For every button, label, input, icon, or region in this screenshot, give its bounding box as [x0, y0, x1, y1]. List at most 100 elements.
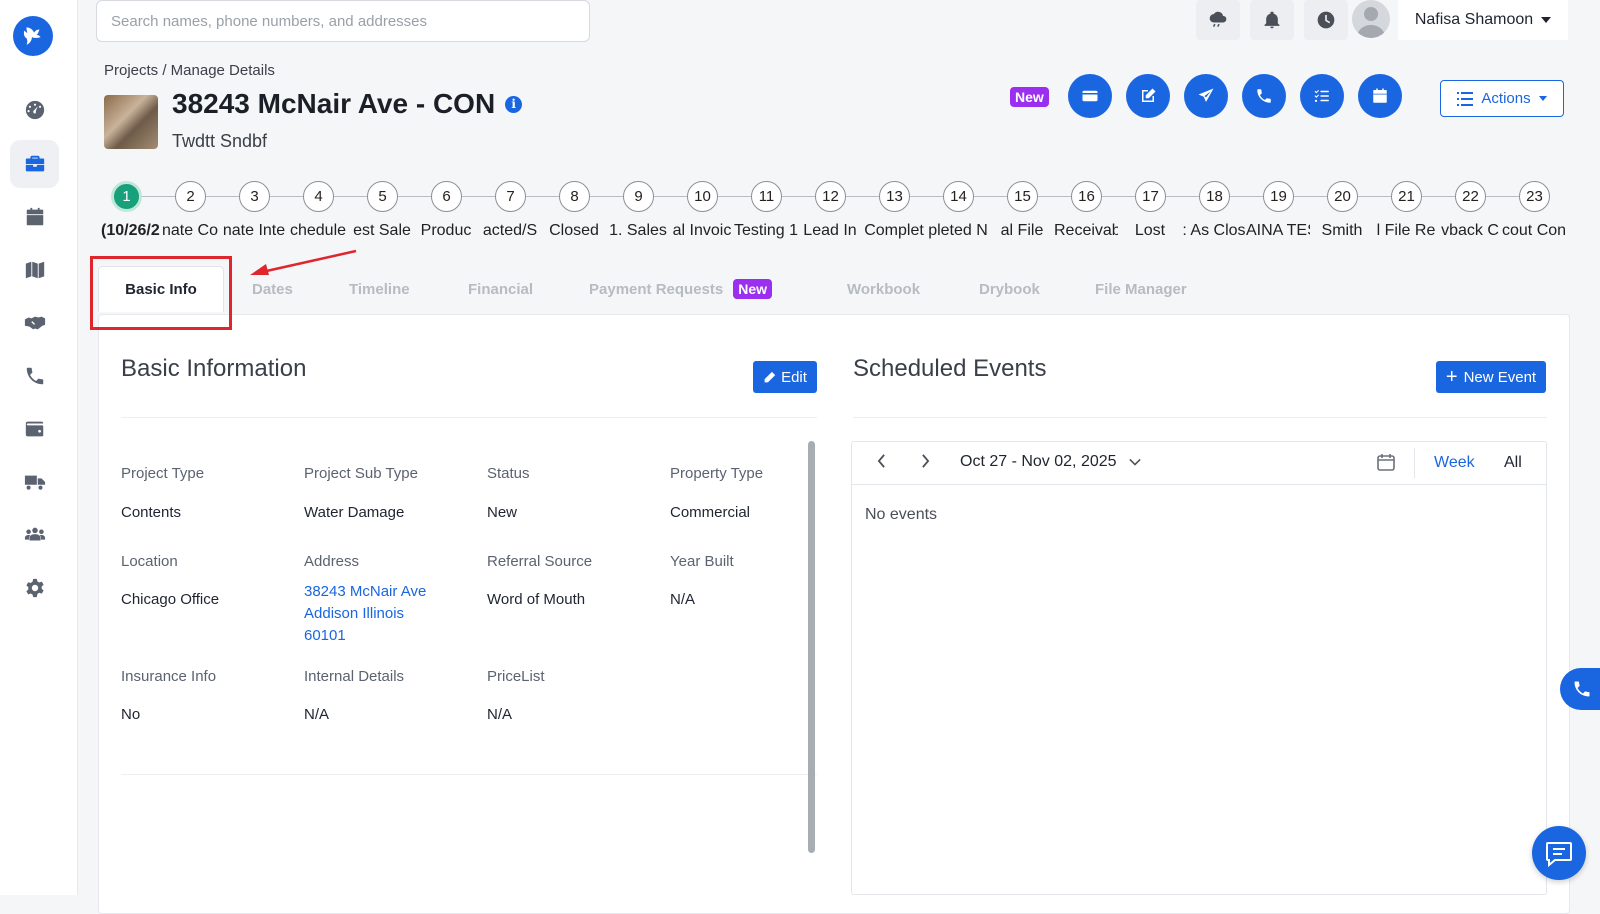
edit-square-icon	[1142, 88, 1156, 102]
stepper-step[interactable]: 20	[1327, 181, 1358, 212]
edit-label: Edit	[781, 368, 807, 386]
address-line-3: 60101	[304, 627, 346, 644]
nav-projects[interactable]	[10, 140, 59, 188]
stepper-step[interactable]: 3	[239, 181, 270, 212]
next-week-button[interactable]	[921, 452, 930, 473]
stepper-step[interactable]: 14	[943, 181, 974, 212]
weather-button[interactable]	[1196, 0, 1240, 40]
address-link[interactable]: 38243 McNair Ave Addison Illinois 60101	[304, 581, 426, 647]
stepper-step[interactable]: 7	[495, 181, 526, 212]
info-icon[interactable]: i	[505, 95, 523, 113]
project-sub-type-value: Water Damage	[304, 504, 405, 521]
tab-file-manager[interactable]: File Manager	[1095, 280, 1187, 298]
brand-logo[interactable]	[13, 16, 53, 56]
tab-dates[interactable]: Dates	[252, 280, 293, 298]
notifications-button[interactable]	[1250, 0, 1294, 40]
stepper-step[interactable]: 12	[815, 181, 846, 212]
nav-wallet[interactable]	[10, 405, 59, 453]
stepper-step[interactable]: 6	[431, 181, 462, 212]
nav-calendar[interactable]	[10, 193, 59, 241]
stepper-step-label: (10/26/2	[101, 222, 160, 239]
chat-icon	[1546, 842, 1572, 867]
stepper-step[interactable]: 8	[559, 181, 590, 212]
stepper-step[interactable]: 5	[367, 181, 398, 212]
stepper-step[interactable]: 11	[751, 181, 782, 212]
tab-financial[interactable]: Financial	[468, 280, 534, 298]
wallet-action-button[interactable]	[1068, 74, 1112, 118]
floating-call-button[interactable]	[1560, 668, 1600, 710]
stepper-step-label: AINA TES	[1246, 222, 1310, 239]
tab-workbook[interactable]: Workbook	[847, 280, 921, 298]
schedule-action-button[interactable]	[1358, 74, 1402, 118]
stepper-step[interactable]: 17	[1135, 181, 1166, 212]
chevron-down-icon	[1128, 458, 1141, 466]
stepper-step[interactable]: 13	[879, 181, 910, 212]
stepper-step[interactable]: 18	[1199, 181, 1230, 212]
time-clock-button[interactable]	[1304, 0, 1348, 40]
nav-phone[interactable]	[10, 352, 59, 400]
list-icon	[1457, 91, 1474, 106]
stepper-step[interactable]: 21	[1391, 181, 1422, 212]
handshake-icon	[24, 316, 45, 330]
stepper-step[interactable]: 23	[1519, 181, 1550, 212]
stepper-step[interactable]: 9	[623, 181, 654, 212]
user-name: Nafisa Shamoon	[1414, 11, 1534, 28]
tab-payment-requests[interactable]: Payment Requests New	[589, 266, 773, 312]
nav-users[interactable]	[10, 511, 59, 559]
date-range-selector[interactable]: Oct 27 - Nov 02, 2025	[960, 453, 1141, 471]
address-line-1: 38243 McNair Ave	[304, 583, 427, 600]
project-subtitle: Twdtt Sndbf	[172, 131, 268, 151]
calendar-panel	[851, 441, 1547, 895]
tab-timeline[interactable]: Timeline	[349, 280, 410, 298]
stepper-step-label: est Sale	[353, 222, 411, 239]
stepper-step[interactable]: 16	[1071, 181, 1102, 212]
edit-action-button[interactable]	[1126, 74, 1170, 118]
wallet-icon	[25, 421, 43, 437]
stepper-step[interactable]: 2	[175, 181, 206, 212]
avatar[interactable]	[1352, 0, 1390, 38]
map-icon	[25, 261, 44, 279]
actions-dropdown-button[interactable]: Actions	[1440, 80, 1564, 117]
view-all-button[interactable]: All	[1504, 454, 1522, 471]
nav-dashboard[interactable]	[10, 86, 59, 134]
user-menu[interactable]: Nafisa Shamoon	[1398, 0, 1568, 40]
view-week-button[interactable]: Week	[1434, 454, 1475, 471]
stepper-step-label: chedule	[289, 222, 347, 239]
stepper-step[interactable]: 19	[1263, 181, 1294, 212]
tab-basic-info[interactable]: Basic Info	[98, 266, 224, 312]
status-label: Status	[487, 465, 530, 482]
date-range-label: Oct 27 - Nov 02, 2025	[960, 453, 1117, 470]
stepper-step[interactable]: 15	[1007, 181, 1038, 212]
bell-icon	[1264, 11, 1280, 29]
chevron-left-icon	[877, 454, 885, 468]
new-event-button[interactable]: + New Event	[1436, 361, 1546, 393]
breadcrumb[interactable]: Projects / Manage Details	[104, 62, 275, 79]
nav-map[interactable]	[10, 246, 59, 294]
scrollbar[interactable]	[808, 441, 815, 853]
previous-week-button[interactable]	[877, 452, 886, 473]
stepper-step[interactable]: 10	[687, 181, 718, 212]
project-thumbnail[interactable]	[104, 95, 158, 149]
year-built-value: N/A	[670, 591, 696, 608]
nav-settings[interactable]	[10, 564, 59, 612]
tab-drybook[interactable]: Drybook	[979, 280, 1040, 298]
nav-partners[interactable]	[10, 299, 59, 347]
edit-button[interactable]: Edit	[753, 361, 817, 393]
stepper-step[interactable]: 1	[111, 181, 142, 212]
pricelist-label: PriceList	[487, 668, 545, 685]
send-action-button[interactable]	[1184, 74, 1228, 118]
calendar-icon[interactable]	[1376, 452, 1396, 472]
cloud-rain-icon	[1209, 11, 1227, 27]
nav-trucks[interactable]	[10, 458, 59, 506]
search-input[interactable]: Search names, phone numbers, and address…	[96, 0, 590, 42]
chat-button[interactable]	[1532, 826, 1586, 880]
dashboard-gauge-icon	[25, 100, 44, 120]
checklist-action-button[interactable]	[1300, 74, 1344, 118]
stepper-step-label: Produc	[420, 222, 472, 239]
stepper-step-label: Smith	[1321, 222, 1363, 239]
call-action-button[interactable]	[1242, 74, 1286, 118]
address-label: Address	[304, 553, 360, 570]
stepper-step[interactable]: 22	[1455, 181, 1486, 212]
internal-details-value: N/A	[304, 706, 330, 723]
stepper-step[interactable]: 4	[303, 181, 334, 212]
